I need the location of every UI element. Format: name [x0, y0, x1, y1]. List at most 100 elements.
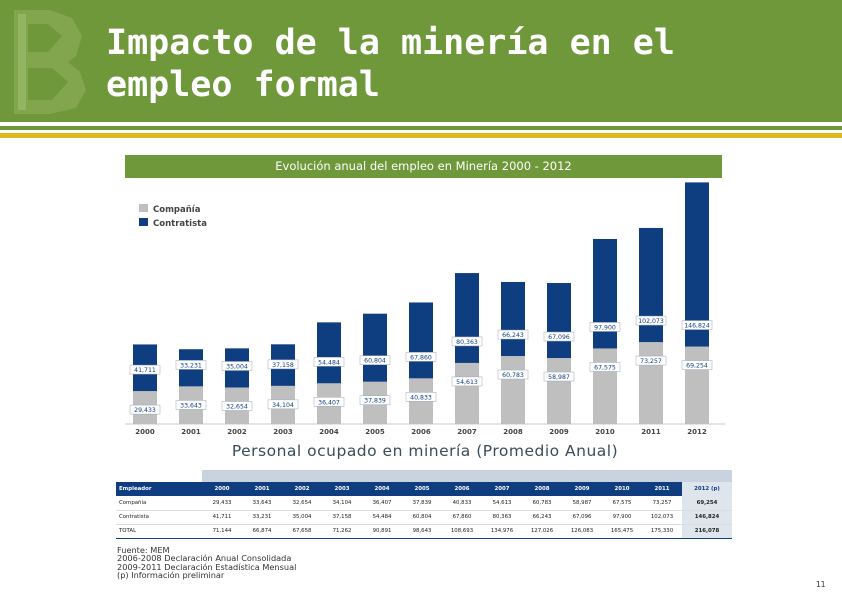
data-label-contratista-2012: 146,824: [684, 323, 710, 330]
bar-compania-2012: [685, 346, 709, 424]
table-header-cell: 2004: [362, 482, 402, 496]
data-label-box: [405, 352, 437, 362]
data-label-compania-2000: 29,433: [134, 407, 156, 414]
data-label-box: [267, 399, 299, 410]
table-cell: 32,654: [282, 496, 322, 511]
data-label-box: [543, 331, 575, 342]
bar-compania-2008: [501, 356, 525, 424]
x-tick-label: 2005: [365, 428, 385, 436]
table-cell: 102,073: [642, 510, 682, 525]
bar-contratista-2012: [685, 182, 709, 347]
data-label-box: [451, 336, 483, 347]
data-label-compania-2009: 58,987: [548, 374, 570, 381]
table-cell: 69,254: [682, 496, 732, 511]
table-cell: 54,484: [362, 510, 402, 525]
table-cell: 67,860: [442, 510, 482, 525]
table-cell: 41,711: [202, 510, 242, 525]
table-cell: 71,144: [202, 524, 242, 539]
x-tick-label: 2004: [319, 428, 339, 436]
legend-swatch-contratista: [139, 218, 148, 226]
table-header-cell: Empleador: [116, 482, 202, 496]
data-label-box: [405, 392, 437, 402]
table-cell: 29,433: [202, 496, 242, 511]
table-cell: 60,783: [522, 496, 562, 511]
data-label-box: [267, 359, 299, 370]
table-row: TOTAL 71,144 66,874 67,658 71,262 90,891 98,64…: [116, 524, 732, 539]
table-cell: TOTAL: [116, 524, 202, 539]
table-cell: 134,976: [482, 524, 522, 539]
bar-compania-2007: [455, 362, 479, 424]
table-cell: 80,363: [482, 510, 522, 525]
source-line: (p) Información preliminar: [117, 570, 225, 581]
table-cell: 216,078: [682, 524, 732, 539]
table-cell: 126,083: [562, 524, 602, 539]
slide-title: Impacto de la minería en el empleo forma…: [106, 22, 826, 106]
source-line: Fuente: MEM: [117, 545, 170, 555]
divider-yellow: [0, 133, 842, 138]
x-tick-label: 2007: [457, 428, 477, 436]
data-label-box: [681, 320, 713, 330]
bar-contratista-2008: [501, 281, 525, 357]
x-tick-label: 2003: [273, 428, 293, 436]
x-tick-label: 2008: [503, 428, 523, 436]
data-label-compania-2001: 33,643: [180, 402, 202, 409]
table-header-cell: 2011: [642, 482, 682, 496]
table-cell: 54,613: [482, 496, 522, 511]
data-label-contratista-2000: 41,711: [134, 367, 156, 374]
table-body: Compañía 29,433 33,643 32,654 34,104 36,407 37…: [116, 496, 732, 539]
table-cell: Contratista: [116, 510, 202, 525]
table-cell: 127,026: [522, 524, 562, 539]
data-label-contratista-2008: 66,243: [502, 332, 524, 339]
table-cell: 67,658: [282, 524, 322, 539]
table-cell: 34,104: [322, 496, 362, 511]
data-label-box: [359, 395, 391, 405]
data-label-contratista-2010: 97,900: [594, 324, 616, 331]
table-cell: 90,891: [362, 524, 402, 539]
legend-label-contratista: Contratista: [153, 219, 207, 229]
bar-compania-2009: [547, 358, 571, 424]
x-tick-label: 2010: [595, 428, 615, 436]
data-label-box: [451, 376, 483, 387]
table-cell: 175,330: [642, 524, 682, 539]
data-label-box: [221, 361, 253, 371]
x-tick-label: 2000: [135, 428, 155, 436]
table-cell: 97,900: [602, 510, 642, 525]
bar-compania-2010: [593, 348, 617, 424]
table-row: Contratista 41,711 33,231 35,004 37,158 54,48…: [116, 510, 732, 525]
legend-swatch-compania: [139, 204, 148, 212]
divider-white: [0, 122, 842, 126]
table-cell: 37,158: [322, 510, 362, 525]
table-top-band: [202, 470, 732, 482]
data-label-contratista-2005: 60,804: [364, 358, 386, 365]
table-cell: 37,839: [402, 496, 442, 511]
source-notes: Fuente: MEM 2006-2008 Declaración Anual …: [117, 546, 377, 580]
bar-contratista-2006: [409, 302, 433, 379]
table-header-cell: 2000: [202, 482, 242, 496]
source-line: 2009-2011 Declaración Estadística Mensua…: [117, 561, 297, 572]
table-cell: 67,575: [602, 496, 642, 511]
x-tick-label: 2009: [549, 428, 569, 436]
bar-contratista-2009: [547, 283, 571, 359]
table-header-cell: 2006: [442, 482, 482, 496]
data-label-compania-2002: 32,654: [226, 403, 248, 410]
table-cell: 66,874: [242, 524, 282, 539]
divider-green: [0, 126, 842, 130]
table-header-cell: 2001: [242, 482, 282, 496]
bar-compania-2011: [639, 342, 663, 424]
table-cell: 36,407: [362, 496, 402, 511]
data-label-box: [313, 397, 345, 407]
data-label-box: [175, 360, 207, 370]
data-label-box: [589, 322, 621, 332]
table-header-row: Empleador 2000 2001 2002 2003 2004 2005 2006 200…: [116, 482, 732, 496]
x-tick-label: 2006: [411, 428, 431, 436]
table-cell: 165,475: [602, 524, 642, 539]
legend-label-compania: Compañía: [153, 205, 201, 215]
table-cell: 35,004: [282, 510, 322, 525]
divider-white-2: [0, 130, 842, 133]
table-header-cell: 2009: [562, 482, 602, 496]
table-cell: 146,824: [682, 510, 732, 525]
data-label-box: [635, 355, 667, 366]
table-header-cell: 2005: [402, 482, 442, 496]
data-label-box: [129, 364, 161, 375]
title-line-1: Impacto de la minería en el: [106, 23, 675, 63]
